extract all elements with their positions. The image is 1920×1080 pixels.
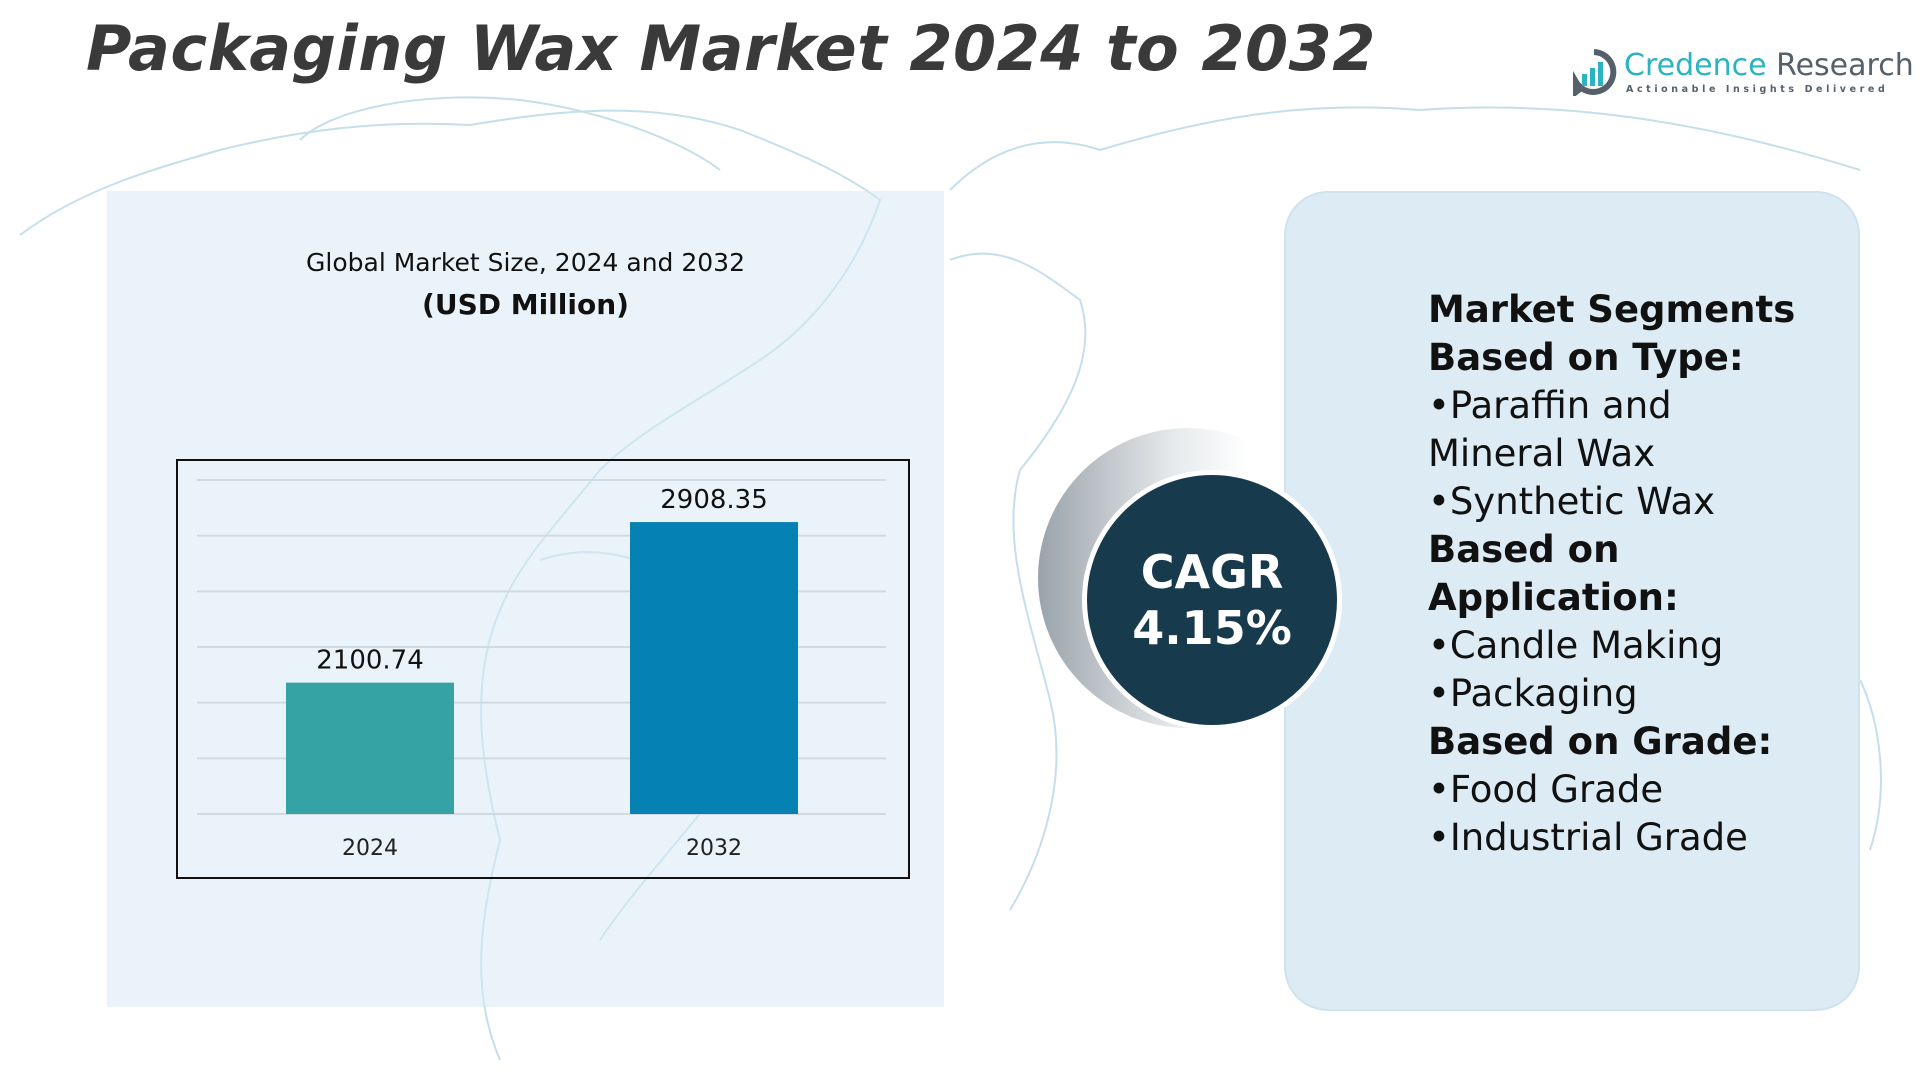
segments-panel xyxy=(1284,191,1860,1011)
segment-group-title: Based on Type: xyxy=(1428,336,1744,379)
logo-name-part2: Research xyxy=(1776,48,1914,83)
logo-name: Credence Research xyxy=(1624,48,1914,83)
market-segments-list: Market Segments Based on Type: •Paraffin … xyxy=(1428,286,1795,862)
logo-name-part1: Credence xyxy=(1624,48,1767,83)
chart-unit: (USD Million) xyxy=(422,288,629,321)
chart-panel xyxy=(107,191,944,1007)
segment-item: •Packaging xyxy=(1428,672,1638,715)
segment-item: •Candle Making xyxy=(1428,624,1724,667)
segments-heading: Market Segments xyxy=(1428,288,1796,331)
credence-research-logo: Credence Research Actionable Insights De… xyxy=(1570,48,1914,98)
bar-chart-frame xyxy=(176,459,910,879)
bar-2024 xyxy=(286,682,454,814)
cagr-label: CAGR xyxy=(1140,545,1284,599)
bar-2032 xyxy=(630,522,798,814)
page-title: Packaging Wax Market 2024 to 2032 xyxy=(86,12,1376,85)
cagr-value: 4.15% xyxy=(1132,601,1292,655)
cagr-badge: CAGR 4.15% xyxy=(1082,470,1342,730)
x-tick-label: 2024 xyxy=(342,836,398,861)
segment-item: •Food Grade xyxy=(1428,768,1664,811)
chart-subtitle: Global Market Size, 2024 and 2032 xyxy=(306,248,745,277)
logo-tagline: Actionable Insights Delivered xyxy=(1626,84,1889,95)
data-label: 2100.74 xyxy=(316,646,424,676)
x-tick-label: 2032 xyxy=(686,836,742,861)
segment-item: •Synthetic Wax xyxy=(1428,480,1716,523)
data-label: 2908.35 xyxy=(660,485,768,515)
segment-group-title: Based on Grade: xyxy=(1428,720,1773,763)
segment-item: •Paraffin and Mineral Wax xyxy=(1428,384,1672,475)
segment-item: •Industrial Grade xyxy=(1428,816,1748,859)
segment-group-title: Based on Application: xyxy=(1428,528,1679,619)
logo-icon xyxy=(1573,49,1617,96)
